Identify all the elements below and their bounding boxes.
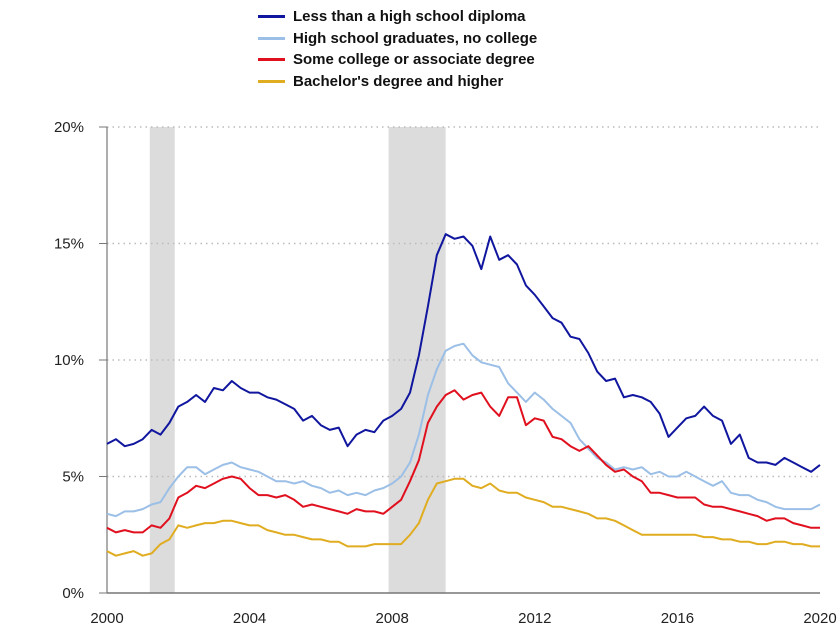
series-line <box>106 389 820 534</box>
y-tick-label: 20% <box>54 119 84 136</box>
x-tick-label: 2012 <box>518 610 551 627</box>
legend-swatch <box>258 15 285 19</box>
legend-label: Bachelor's degree and higher <box>293 72 504 90</box>
legend-item: High school graduates, no college <box>258 28 537 50</box>
legend-item: Bachelor's degree and higher <box>258 71 537 93</box>
x-tick-label: 2020 <box>803 610 836 627</box>
legend-swatch <box>258 79 285 83</box>
y-tick-label: 15% <box>54 236 84 253</box>
legend-label: High school graduates, no college <box>293 29 538 47</box>
legend-item: Some college or associate degree <box>258 49 537 71</box>
legend-item: Less than a high school diploma <box>258 6 537 28</box>
legend-swatch <box>258 36 285 40</box>
series-line <box>106 233 821 473</box>
y-tick-label: 5% <box>62 469 84 486</box>
series-line <box>106 477 820 557</box>
legend: Less than a high school diploma High sch… <box>258 6 537 92</box>
y-tick-label: 0% <box>62 585 84 602</box>
y-tick-label: 10% <box>54 352 84 369</box>
legend-swatch <box>258 58 285 62</box>
x-tick-label: 2000 <box>90 610 123 627</box>
x-tick-label: 2004 <box>233 610 266 627</box>
legend-label: Some college or associate degree <box>293 51 535 69</box>
legend-label: Less than a high school diploma <box>293 8 526 26</box>
x-tick-label: 2016 <box>661 610 694 627</box>
series-line <box>106 342 821 518</box>
x-tick-label: 2008 <box>376 610 409 627</box>
